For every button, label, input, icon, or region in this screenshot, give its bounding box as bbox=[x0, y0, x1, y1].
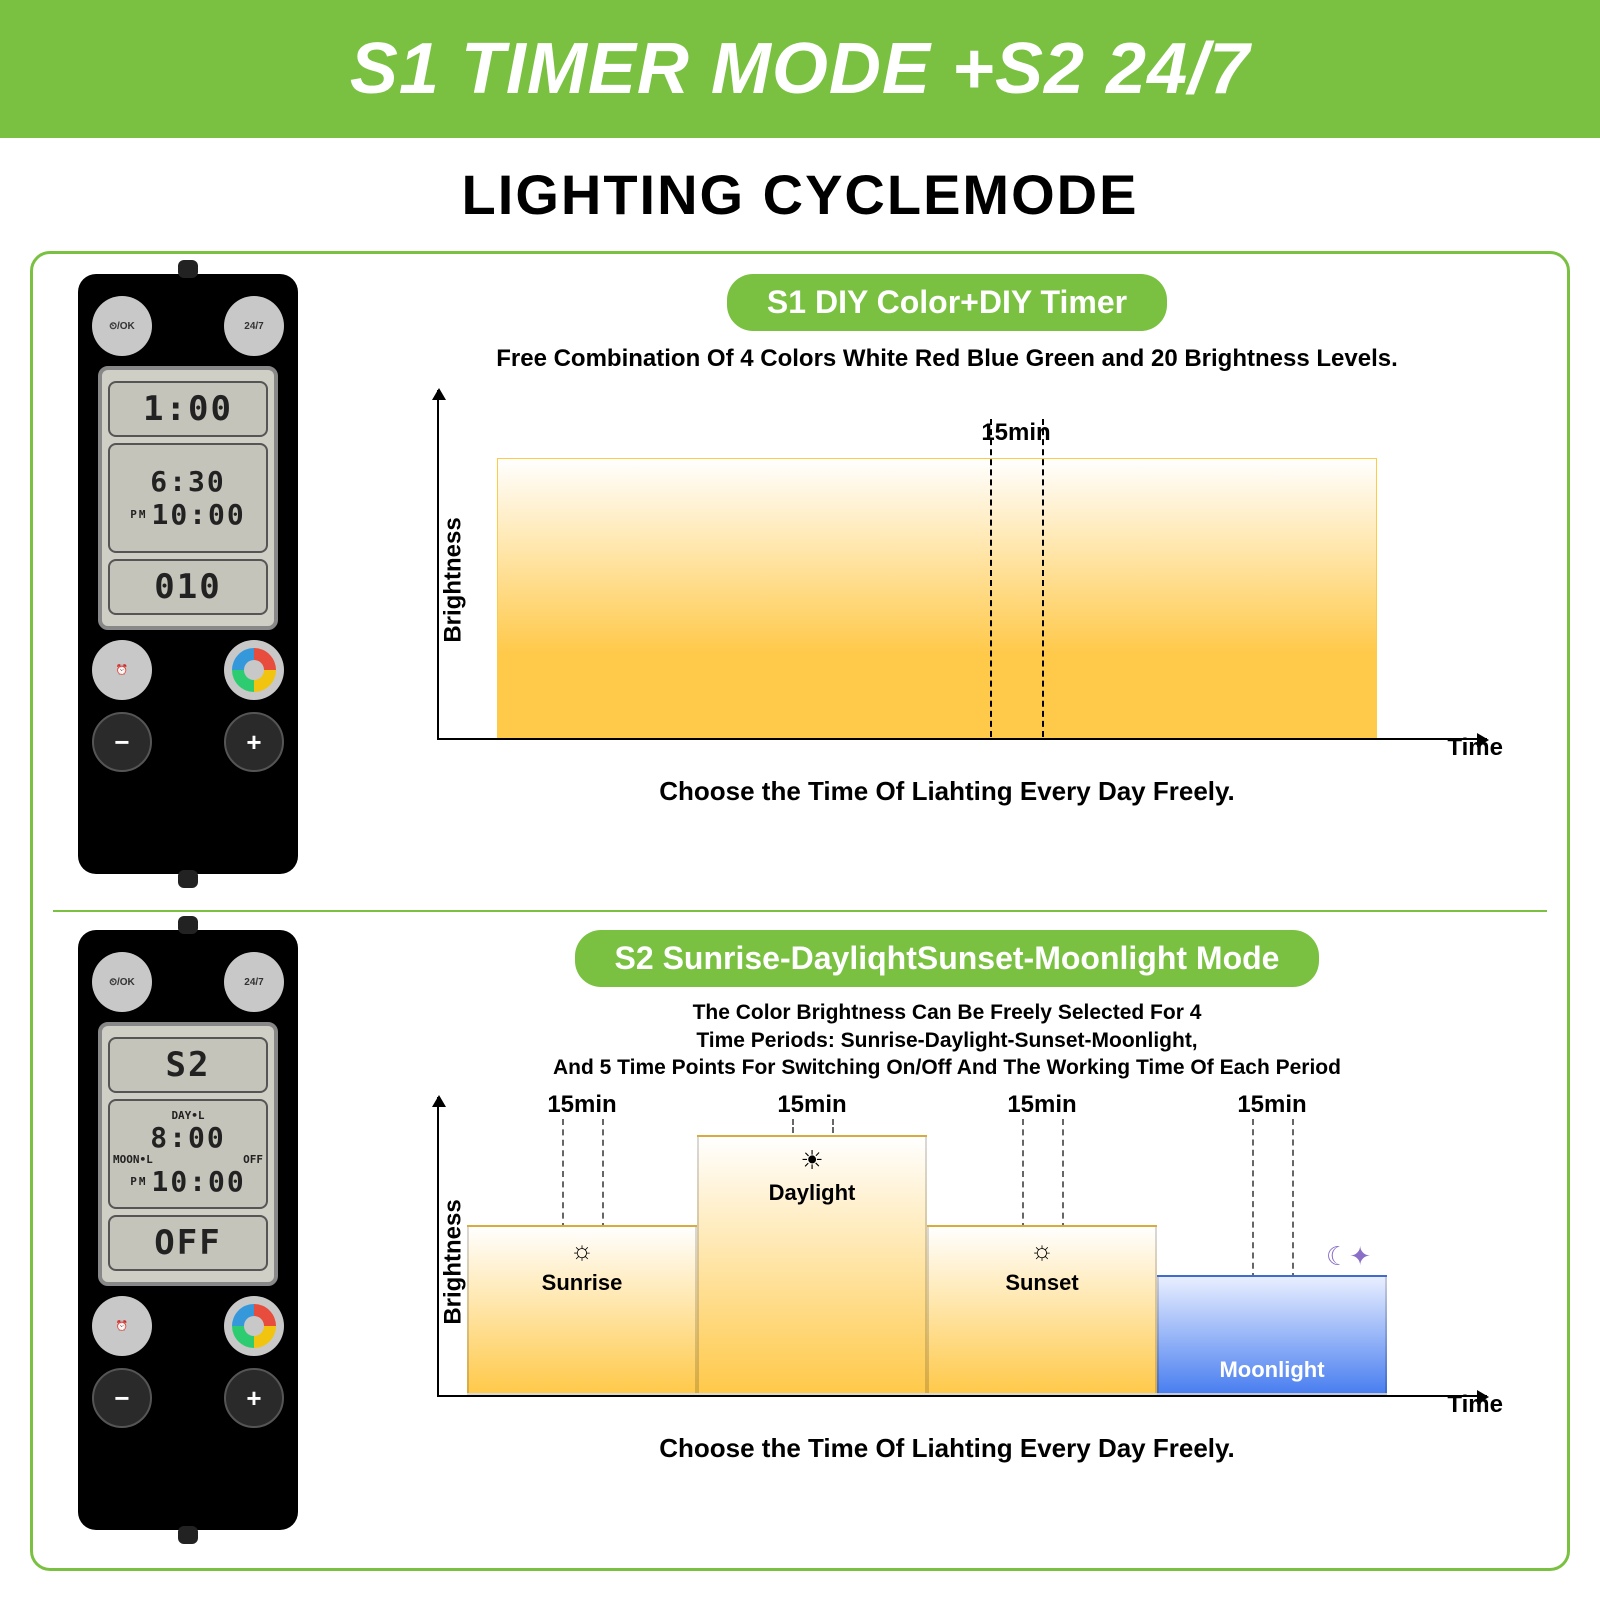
lcd-s1-line2: 6:30 PM 10:00 bbox=[108, 443, 268, 553]
d1a bbox=[562, 1119, 564, 1229]
s2-caption: Choose the Time Of Liahting Every Day Fr… bbox=[659, 1433, 1235, 1464]
remote-btn-color[interactable] bbox=[224, 640, 284, 700]
remote-btn-mode[interactable]: 24/7 bbox=[224, 952, 284, 1012]
minus-icon: − bbox=[114, 727, 129, 758]
chart-s1-area: S1 DIY Color+DIY Timer Free Combination … bbox=[347, 274, 1547, 892]
section-s2: ⏲/OK 24/7 S2 DAY•L 8:00 MOON•L OFF PM 10:0… bbox=[53, 930, 1547, 1548]
chart-s2-area: S2 Sunrise-DayliqhtSunset-Moonlight Mode… bbox=[347, 930, 1547, 1548]
lcd-s2-line2: DAY•L 8:00 MOON•L OFF PM 10:00 bbox=[108, 1099, 268, 1209]
color-ring-icon bbox=[232, 1304, 276, 1348]
bar-sunrise: ☼ Sunrise bbox=[467, 1225, 697, 1395]
header-banner: S1 TIMER MODE +S2 24/7 bbox=[0, 0, 1600, 138]
d3b bbox=[1062, 1119, 1064, 1229]
dash-1 bbox=[990, 419, 992, 737]
lcd-s2-line1: S2 bbox=[108, 1037, 268, 1093]
main-frame: ⏲/OK 24/7 1:00 6:30 PM 10:00 010 ⏰ − bbox=[30, 251, 1570, 1571]
remote-s2-wrap: ⏲/OK 24/7 S2 DAY•L 8:00 MOON•L OFF PM 10:0… bbox=[53, 930, 323, 1548]
y-label: Brightness bbox=[440, 1200, 468, 1325]
lcd-s1-time-on: 6:30 bbox=[150, 465, 225, 498]
remote-btn-minus[interactable]: − bbox=[92, 1368, 152, 1428]
remote-s2: ⏲/OK 24/7 S2 DAY•L 8:00 MOON•L OFF PM 10:0… bbox=[78, 930, 298, 1530]
clock-ok-icon: ⏲/OK bbox=[109, 977, 135, 988]
chart-s2: Brightness Time 15min 15min 15min 15min bbox=[397, 1097, 1497, 1427]
t-3: 15min bbox=[1007, 1091, 1076, 1119]
remote-s1-wrap: ⏲/OK 24/7 1:00 6:30 PM 10:00 010 ⏰ − bbox=[53, 274, 323, 892]
lcd-s1-line1: 1:00 bbox=[108, 381, 268, 437]
subtitle: LIGHTING CYCLEMODE bbox=[462, 162, 1139, 227]
d1b bbox=[602, 1119, 604, 1229]
color-ring-icon bbox=[232, 648, 276, 692]
s2-pill: S2 Sunrise-DayliqhtSunset-Moonlight Mode bbox=[575, 930, 1320, 987]
sunset-icon: ☼ bbox=[1030, 1235, 1054, 1266]
s2-desc-l1: The Color Brightness Can Be Freely Selec… bbox=[553, 999, 1341, 1026]
plus-icon: + bbox=[246, 727, 261, 758]
s1-caption: Choose the Time Of Liahting Every Day Fr… bbox=[659, 776, 1235, 807]
s2-desc: The Color Brightness Can Be Freely Selec… bbox=[553, 999, 1341, 1081]
remote-btn-ok[interactable]: ⏲/OK bbox=[92, 296, 152, 356]
x-axis bbox=[437, 738, 1487, 740]
sun-icon: ☀ bbox=[800, 1145, 823, 1176]
remote-btn-mode[interactable]: 24/7 bbox=[224, 296, 284, 356]
s2-desc-l3: And 5 Time Points For Switching On/Off A… bbox=[553, 1054, 1341, 1081]
lcd-pm: PM bbox=[130, 508, 147, 521]
chart-s1: Brightness Time 15min bbox=[397, 390, 1497, 770]
remote-btn-ok[interactable]: ⏲/OK bbox=[92, 952, 152, 1012]
lcd-off-label: OFF bbox=[243, 1154, 263, 1165]
t-4: 15min bbox=[1237, 1091, 1306, 1119]
minus-icon: − bbox=[114, 1383, 129, 1414]
sunrise-icon: ☼ bbox=[570, 1235, 594, 1266]
d4a bbox=[1252, 1119, 1254, 1279]
moonlight-label: Moonlight bbox=[1219, 1357, 1324, 1383]
remote-s1: ⏲/OK 24/7 1:00 6:30 PM 10:00 010 ⏰ − bbox=[78, 274, 298, 874]
lcd-moonl: MOON•L bbox=[113, 1154, 153, 1165]
moon-icon: ☾✦ bbox=[1326, 1241, 1371, 1272]
remote-btn-plus[interactable]: + bbox=[224, 712, 284, 772]
lcd-s1-line3: 010 bbox=[108, 559, 268, 615]
s1-bar: 15min bbox=[497, 458, 1377, 738]
mode-icon: 24/7 bbox=[244, 977, 263, 988]
remote-btn-minus[interactable]: − bbox=[92, 712, 152, 772]
alarm-icon: ⏰ bbox=[116, 1321, 128, 1332]
lcd-s2: S2 DAY•L 8:00 MOON•L OFF PM 10:00 OFF bbox=[98, 1022, 278, 1286]
lcd-s2-line3: OFF bbox=[108, 1215, 268, 1271]
remote-btn-alarm[interactable]: ⏰ bbox=[92, 640, 152, 700]
t-2: 15min bbox=[777, 1091, 846, 1119]
lcd-s1: 1:00 6:30 PM 10:00 010 bbox=[98, 366, 278, 630]
dash-2 bbox=[1042, 419, 1044, 737]
lcd-s2-time1: 8:00 bbox=[150, 1121, 225, 1154]
remote-btn-plus[interactable]: + bbox=[224, 1368, 284, 1428]
daylight-label: Daylight bbox=[769, 1180, 856, 1206]
lcd-s2-time2: 10:00 bbox=[151, 1165, 245, 1198]
alarm-icon: ⏰ bbox=[116, 665, 128, 676]
bar-moonlight: ☾✦ Moonlight bbox=[1157, 1275, 1387, 1395]
x-label: Time bbox=[1447, 734, 1503, 762]
bar-daylight: ☀ Daylight bbox=[697, 1135, 927, 1395]
section-s1: ⏲/OK 24/7 1:00 6:30 PM 10:00 010 ⏰ − bbox=[53, 274, 1547, 892]
lcd-pm: PM bbox=[130, 1175, 147, 1188]
d4b bbox=[1292, 1119, 1294, 1279]
remote-btn-alarm[interactable]: ⏰ bbox=[92, 1296, 152, 1356]
divider bbox=[53, 910, 1547, 913]
sunrise-label: Sunrise bbox=[542, 1270, 623, 1296]
t-1: 15min bbox=[547, 1091, 616, 1119]
plus-icon: + bbox=[246, 1383, 261, 1414]
bar-sunset: ☼ Sunset bbox=[927, 1225, 1157, 1395]
lcd-dayl: DAY•L bbox=[171, 1110, 204, 1121]
s2-desc-l2: Time Periods: Sunrise-Daylight-Sunset-Mo… bbox=[553, 1027, 1341, 1054]
x-label: Time bbox=[1447, 1391, 1503, 1419]
lcd-s1-time-off: 10:00 bbox=[151, 498, 245, 531]
sunset-label: Sunset bbox=[1005, 1270, 1078, 1296]
s2-bars: 15min 15min 15min 15min ☼ Sunrise bbox=[467, 1095, 1447, 1395]
remote-btn-color[interactable] bbox=[224, 1296, 284, 1356]
mode-icon: 24/7 bbox=[244, 321, 263, 332]
s1-interval-label: 15min bbox=[981, 419, 1050, 447]
y-label: Brightness bbox=[440, 518, 468, 643]
s1-pill: S1 DIY Color+DIY Timer bbox=[727, 274, 1167, 331]
s1-desc: Free Combination Of 4 Colors White Red B… bbox=[496, 343, 1398, 374]
x-axis bbox=[437, 1395, 1487, 1397]
clock-ok-icon: ⏲/OK bbox=[109, 321, 135, 332]
d3a bbox=[1022, 1119, 1024, 1229]
